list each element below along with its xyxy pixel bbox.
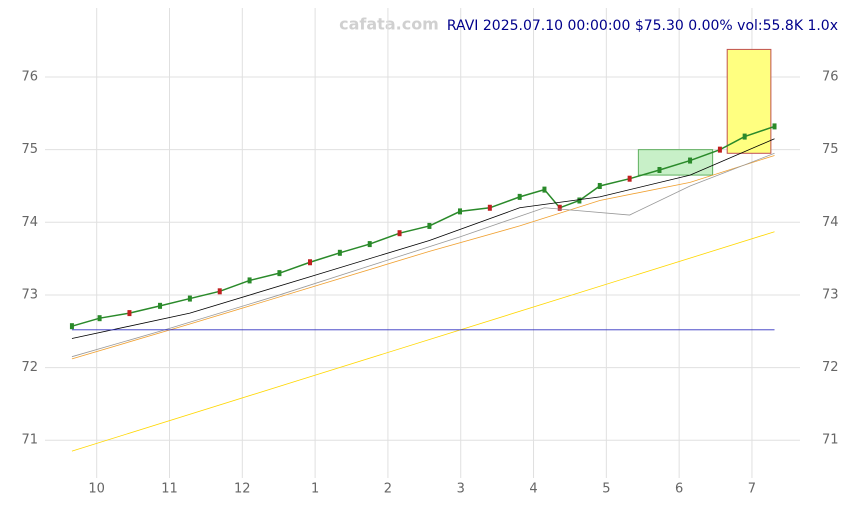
y-tick-label: 73 xyxy=(21,287,38,302)
x-tick-label: 4 xyxy=(529,482,537,497)
price-marker xyxy=(517,193,522,200)
zone xyxy=(726,48,772,154)
y-tick-label-right: 71 xyxy=(822,433,839,448)
y-tick-label-right: 76 xyxy=(822,70,839,85)
y-tick-label: 74 xyxy=(21,215,38,230)
price-marker xyxy=(337,249,342,256)
y-tick-label: 76 xyxy=(21,70,38,85)
price-marker xyxy=(277,270,282,277)
x-tick-label: 1 xyxy=(311,482,319,497)
y-tick-label: 72 xyxy=(21,360,38,375)
grid xyxy=(45,8,800,478)
x-tick-label: 12 xyxy=(234,482,251,497)
price-marker xyxy=(367,241,372,248)
price-marker xyxy=(772,123,777,130)
x-tick-label: 6 xyxy=(675,482,683,497)
zone xyxy=(637,149,714,176)
y-tick-label-right: 75 xyxy=(822,142,839,157)
price-marker xyxy=(717,146,722,153)
overlay-line xyxy=(71,155,775,360)
y-tick-label: 71 xyxy=(21,433,38,448)
price-marker xyxy=(577,197,582,204)
overlay-line xyxy=(71,138,775,339)
x-tick-label: 7 xyxy=(748,482,756,497)
x-tick-label: 3 xyxy=(457,482,465,497)
price-marker xyxy=(597,182,602,189)
price-marker xyxy=(487,204,492,211)
overlay-line xyxy=(71,152,775,358)
price-marker xyxy=(187,295,192,302)
watermark: cafata.com xyxy=(339,15,439,34)
y-tick-label-right: 73 xyxy=(822,287,839,302)
price-marker xyxy=(308,259,313,266)
price-marker xyxy=(127,310,132,317)
x-tick-label: 11 xyxy=(161,482,178,497)
price-marker xyxy=(247,277,252,284)
x-tick-label: 10 xyxy=(88,482,105,497)
overlay-line xyxy=(71,231,775,452)
price-marker xyxy=(158,302,163,309)
y-tick-label: 75 xyxy=(21,142,38,157)
price-marker xyxy=(542,186,547,193)
y-tick-label-right: 72 xyxy=(822,360,839,375)
price-marker xyxy=(69,323,74,330)
price-marker xyxy=(688,157,693,164)
price-marker xyxy=(427,222,432,229)
x-tick-label: 2 xyxy=(384,482,392,497)
y-tick-label-right: 74 xyxy=(822,215,839,230)
price-marker xyxy=(657,166,662,173)
price-marker xyxy=(97,315,102,322)
price-marker xyxy=(397,230,402,237)
price-marker xyxy=(742,133,747,140)
price-marker xyxy=(627,175,632,182)
price-line xyxy=(71,125,775,327)
price-marker xyxy=(557,204,562,211)
x-tick-label: 5 xyxy=(602,482,610,497)
price-marker xyxy=(457,208,462,215)
price-marker xyxy=(217,288,222,295)
chart-title: RAVI 2025.07.10 00:00:00 $75.30 0.00% vo… xyxy=(447,18,838,34)
